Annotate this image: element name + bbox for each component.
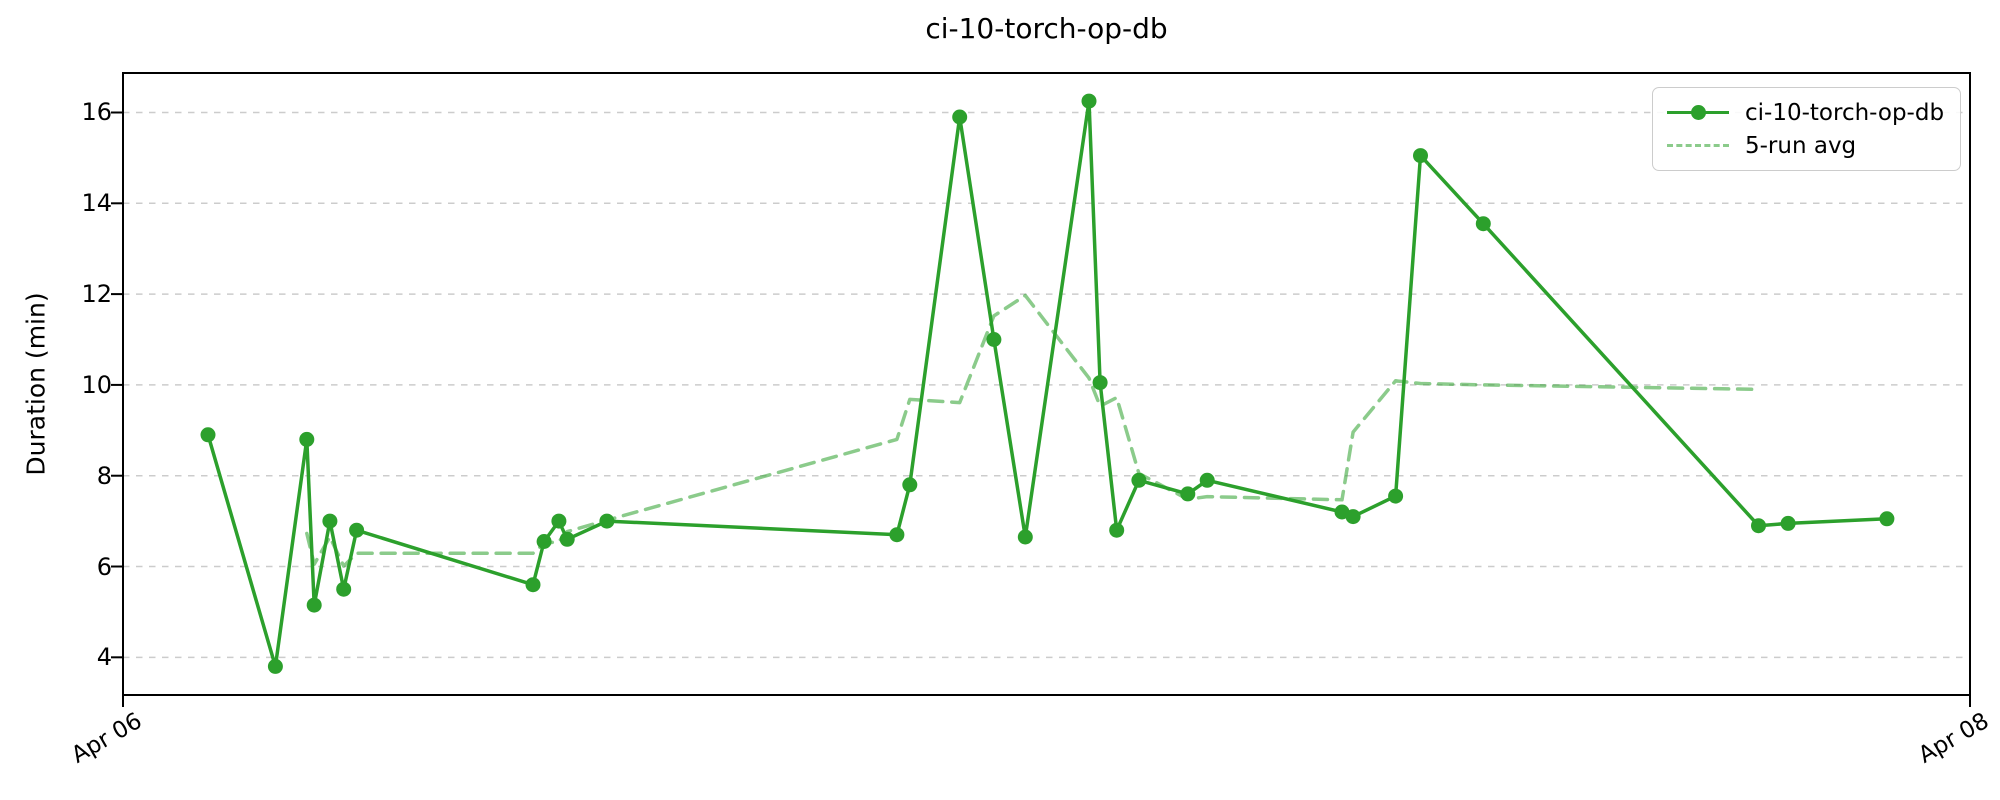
legend-dashed-line-icon [1667, 137, 1729, 155]
data-point-marker [1388, 488, 1404, 504]
data-point-marker [1081, 93, 1097, 109]
y-tick-label: 12 [81, 280, 112, 309]
x-axis-tick-labels: Apr 06 Apr 08 [0, 708, 2000, 788]
data-point-marker [200, 427, 216, 443]
data-point-marker [299, 431, 315, 447]
legend-label-main: ci-10-torch-op-db [1745, 99, 1945, 126]
x-tick-label: Apr 08 [1913, 708, 1993, 769]
data-point-marker [336, 581, 352, 597]
data-point-marker [1413, 148, 1428, 164]
legend-item-main: ci-10-torch-op-db [1667, 96, 1944, 129]
data-point-marker [952, 109, 968, 125]
chart-title: ci-10-torch-op-db [925, 12, 1168, 45]
data-point-marker [551, 513, 567, 529]
data-point-marker [1199, 472, 1215, 488]
legend-item-avg: 5-run avg [1667, 129, 1944, 162]
legend-label-avg: 5-run avg [1745, 132, 1857, 159]
legend-solid-line-marker-icon [1667, 104, 1729, 122]
data-point-marker [322, 513, 338, 529]
data-point-marker [1751, 518, 1766, 534]
data-point-marker [306, 597, 322, 613]
data-point-marker [1109, 522, 1125, 538]
data-point-marker [349, 522, 365, 538]
y-tick-label: 14 [81, 189, 112, 218]
y-tick-label: 4 [96, 643, 112, 672]
data-point-marker [1475, 216, 1491, 232]
x-tick-label: Apr 06 [66, 708, 146, 769]
data-point-marker [986, 332, 1002, 347]
y-tick-label: 10 [81, 370, 112, 399]
data-point-marker [902, 477, 918, 493]
data-point-marker [525, 577, 541, 593]
data-point-marker [1017, 529, 1033, 545]
data-point-marker [889, 527, 905, 543]
data-point-marker [1092, 375, 1108, 391]
series-line-main [206, 99, 1889, 669]
data-point-marker [1780, 515, 1796, 531]
y-tick-label: 16 [81, 98, 112, 127]
data-point-marker [267, 658, 283, 674]
series-line-avg [305, 293, 1761, 568]
y-tick-label: 8 [96, 461, 112, 490]
y-tick-label: 6 [96, 552, 112, 581]
data-point-marker [1345, 509, 1361, 525]
data-point-marker [1879, 511, 1895, 527]
legend-box: ci-10-torch-op-db 5-run avg [1652, 87, 1962, 171]
